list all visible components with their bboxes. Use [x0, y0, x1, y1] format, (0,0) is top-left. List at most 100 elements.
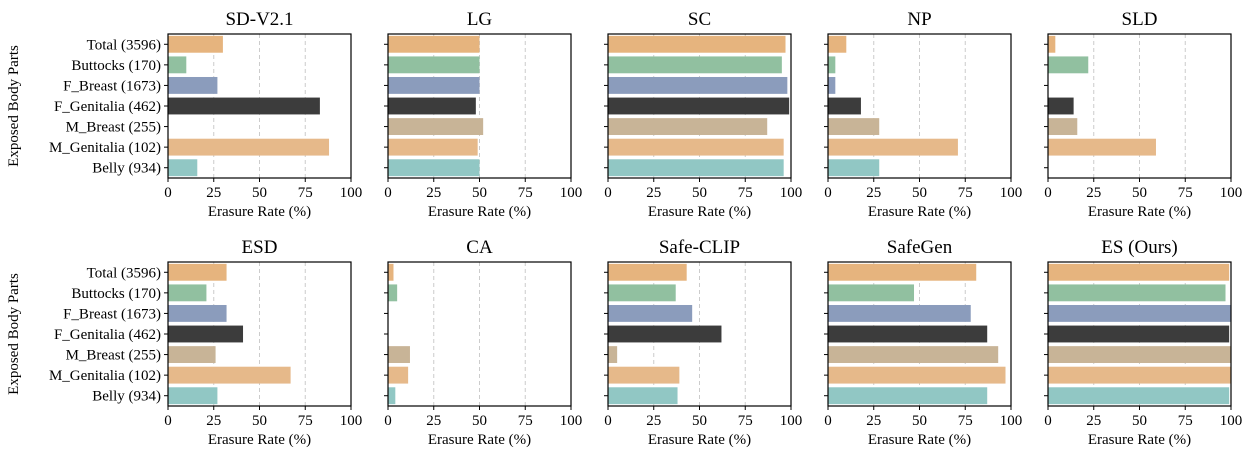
x-tick-label: 50 [252, 413, 267, 429]
y-tick-label: M_Genitalia (102) [49, 368, 161, 384]
x-tick-label: 75 [958, 185, 973, 201]
bar-m-genitalia-102 [1048, 138, 1156, 156]
chart-title: Safe-CLIP [659, 237, 740, 258]
y-tick-label: Buttocks (170) [71, 58, 161, 74]
bar-f-breast-1673 [1048, 304, 1231, 322]
bar-f-breast-1673 [168, 304, 227, 322]
bar-buttocks-170 [168, 56, 187, 74]
y-tick-label: Buttocks (170) [71, 286, 161, 302]
bar-total-3596 [828, 263, 977, 281]
bar-f-genitalia-462 [608, 325, 722, 343]
x-tick-label: 50 [472, 185, 487, 201]
subplot-sd-v2-1: Total (3596) Buttocks (170) F_Breast (1673… [6, 9, 362, 220]
bar-f-genitalia-462 [1048, 97, 1074, 115]
bar-buttocks-170 [608, 56, 782, 74]
chart-title: ES (Ours) [1101, 237, 1178, 258]
bar-m-breast-255 [828, 346, 999, 364]
y-axis-label: Exposed Body Parts [6, 273, 22, 395]
bar-belly-934 [168, 387, 218, 405]
bar-belly-934 [388, 387, 396, 405]
chart-title: SLD [1122, 9, 1158, 30]
bar-total-3596 [388, 263, 394, 281]
chart-title: NP [907, 9, 931, 30]
x-tick-label: 0 [384, 413, 392, 429]
x-axis-label: Erasure Rate (%) [208, 432, 311, 448]
x-tick-label: 50 [1132, 185, 1147, 201]
bar-f-breast-1673 [828, 304, 971, 322]
x-tick-label: 100 [1220, 185, 1243, 201]
bar-f-breast-1673 [388, 76, 480, 94]
x-tick-label: 75 [1178, 185, 1193, 201]
x-tick-label: 25 [1086, 413, 1101, 429]
y-tick-label: Belly (934) [92, 161, 161, 177]
x-tick-label: 75 [958, 413, 973, 429]
chart-title: SafeGen [887, 237, 953, 258]
x-axis-label: Erasure Rate (%) [428, 204, 531, 220]
subplot-esd: Total (3596) Buttocks (170) F_Breast (1673… [6, 237, 362, 448]
x-tick-label: 75 [1178, 413, 1193, 429]
bar-m-breast-255 [1048, 118, 1078, 136]
bar-buttocks-170 [828, 56, 836, 74]
bar-total-3596 [388, 35, 480, 53]
x-axis-label: Erasure Rate (%) [1088, 204, 1191, 220]
x-tick-label: 100 [1000, 185, 1023, 201]
x-tick-label: 100 [560, 413, 583, 429]
bar-buttocks-170 [1048, 56, 1089, 74]
x-tick-label: 100 [560, 185, 583, 201]
chart-title: CA [466, 237, 493, 258]
bar-belly-934 [388, 159, 480, 177]
bar-f-breast-1673 [608, 304, 693, 322]
x-tick-label: 25 [1086, 185, 1101, 201]
bar-m-breast-255 [608, 118, 768, 136]
bar-f-breast-1673 [168, 76, 218, 94]
x-tick-label: 0 [1044, 413, 1052, 429]
bar-f-genitalia-462 [828, 325, 988, 343]
x-tick-label: 75 [738, 413, 753, 429]
x-tick-label: 0 [824, 185, 832, 201]
bar-buttocks-170 [168, 284, 207, 302]
x-tick-label: 75 [298, 185, 313, 201]
x-tick-label: 0 [164, 185, 172, 201]
x-tick-label: 50 [252, 185, 267, 201]
bar-buttocks-170 [388, 284, 398, 302]
bar-total-3596 [608, 35, 786, 53]
bar-m-genitalia-102 [168, 366, 291, 384]
x-tick-label: 100 [780, 185, 803, 201]
x-tick-label: 0 [604, 185, 612, 201]
bar-f-genitalia-462 [828, 97, 861, 115]
x-tick-label: 50 [472, 413, 487, 429]
bar-f-genitalia-462 [388, 97, 476, 115]
bar-total-3596 [1048, 263, 1230, 281]
chart-title: ESD [242, 237, 278, 258]
bar-total-3596 [168, 35, 223, 53]
x-tick-label: 100 [340, 185, 363, 201]
x-axis-label: Erasure Rate (%) [648, 204, 751, 220]
x-tick-label: 25 [646, 413, 661, 429]
subplot-safegen: 0 25 50 75 100 Erasure Rate (%) SafeGen [824, 237, 1022, 448]
x-axis-label: Erasure Rate (%) [868, 204, 971, 220]
subplot-sld: 0 25 50 75 100 Erasure Rate (%) SLD [1044, 9, 1242, 220]
x-tick-label: 25 [206, 413, 221, 429]
x-tick-label: 0 [164, 413, 172, 429]
y-tick-label: M_Breast (255) [66, 348, 161, 364]
bar-m-genitalia-102 [828, 366, 1006, 384]
bar-m-genitalia-102 [608, 366, 680, 384]
bar-belly-934 [828, 159, 880, 177]
x-axis-label: Erasure Rate (%) [868, 432, 971, 448]
subplot-ca: 0 25 50 75 100 Erasure Rate (%) CA [384, 237, 582, 448]
x-axis-label: Erasure Rate (%) [428, 432, 531, 448]
bar-belly-934 [608, 387, 678, 405]
x-tick-label: 0 [604, 413, 612, 429]
bar-total-3596 [828, 35, 847, 53]
x-axis-label: Erasure Rate (%) [1088, 432, 1191, 448]
x-tick-label: 50 [912, 413, 927, 429]
x-tick-label: 75 [738, 185, 753, 201]
bar-f-breast-1673 [608, 76, 788, 94]
bar-belly-934 [168, 159, 198, 177]
bar-f-genitalia-462 [168, 97, 320, 115]
bar-buttocks-170 [828, 284, 915, 302]
y-tick-label: F_Breast (1673) [63, 306, 161, 322]
chart-title: SD-V2.1 [225, 9, 293, 30]
x-tick-label: 0 [824, 413, 832, 429]
